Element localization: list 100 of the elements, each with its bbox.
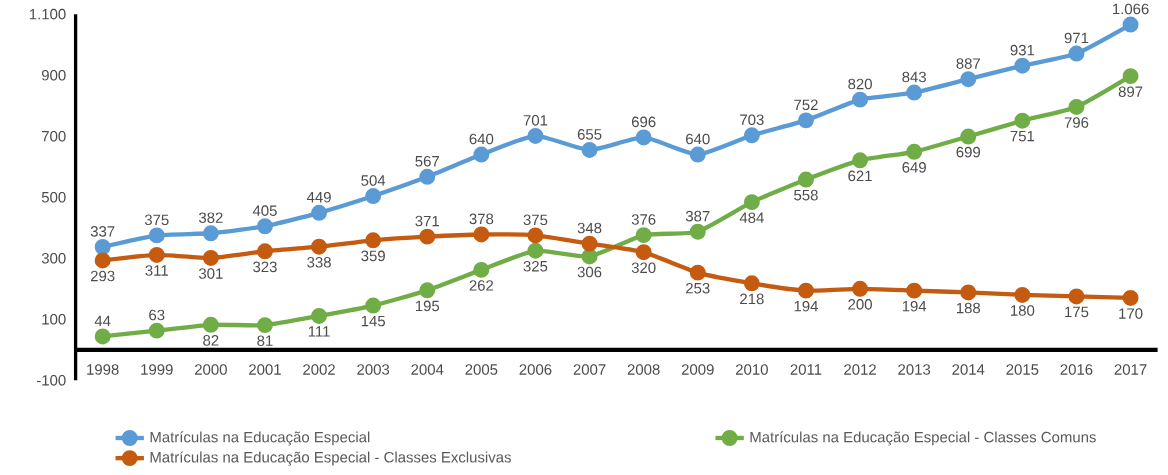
data-label: 359 — [361, 250, 385, 262]
point — [906, 282, 923, 299]
data-label: 621 — [848, 170, 872, 182]
data-label: 752 — [794, 99, 818, 111]
x-tick-label: 2006 — [519, 364, 552, 375]
point — [797, 282, 814, 299]
point — [581, 142, 598, 159]
data-label: 195 — [415, 300, 440, 312]
point — [202, 316, 219, 333]
point — [473, 146, 490, 163]
point — [311, 238, 328, 255]
point — [365, 297, 382, 314]
point — [1014, 57, 1031, 74]
data-label: 703 — [740, 114, 764, 126]
data-label: 293 — [90, 270, 115, 282]
data-label: 1.066 — [1113, 3, 1149, 15]
point — [743, 194, 760, 211]
data-label: 375 — [523, 214, 548, 226]
x-tick-label: 2010 — [735, 364, 768, 375]
point — [852, 152, 869, 169]
point — [581, 248, 598, 265]
x-tick-label: 2007 — [573, 364, 606, 375]
data-label: 111 — [308, 326, 330, 337]
data-label: 558 — [794, 189, 818, 201]
point — [256, 218, 273, 235]
data-label: 640 — [686, 133, 710, 145]
x-tick-label: 2013 — [898, 364, 931, 375]
point — [689, 223, 706, 240]
point — [743, 275, 760, 292]
x-tick-label: 2015 — [1006, 364, 1039, 375]
x-tick-label: 2011 — [790, 364, 822, 375]
point — [202, 225, 219, 242]
data-label: 897 — [1118, 86, 1143, 98]
data-label: 371 — [415, 215, 439, 227]
x-tick-label: 2005 — [465, 364, 498, 375]
data-label: 820 — [848, 78, 872, 90]
data-label: 175 — [1065, 306, 1089, 318]
point — [473, 261, 490, 278]
data-label: 320 — [631, 262, 656, 274]
y-tick-label: 100 — [42, 314, 66, 325]
data-label: 44 — [94, 315, 111, 327]
point — [148, 227, 165, 244]
point — [527, 227, 544, 244]
data-label: 188 — [956, 302, 981, 314]
data-label: 567 — [415, 156, 439, 167]
point — [1014, 287, 1031, 303]
data-label: 81 — [257, 335, 273, 347]
data-label: 387 — [685, 210, 710, 222]
point — [689, 146, 706, 163]
point — [94, 328, 111, 345]
point — [148, 322, 165, 339]
point — [635, 244, 652, 261]
y-tick-label: -100 — [36, 375, 66, 386]
data-label: 63 — [149, 309, 165, 321]
data-label: 301 — [198, 268, 223, 279]
data-label: 194 — [794, 301, 818, 312]
point — [148, 247, 165, 263]
x-tick-label: 2003 — [357, 364, 390, 375]
point — [797, 171, 814, 188]
data-label: 180 — [1011, 305, 1035, 316]
y-tick-label: 700 — [42, 131, 66, 142]
point — [1068, 99, 1085, 115]
point — [419, 168, 436, 185]
point — [527, 128, 544, 144]
point — [797, 112, 814, 129]
point — [365, 232, 382, 249]
x-tick-label: 2001 — [249, 364, 281, 375]
x-tick-label: 2002 — [303, 364, 335, 375]
point — [906, 143, 923, 160]
x-tick-label: 2012 — [844, 364, 876, 375]
legend-label: Matrículas na Educação Especial — [150, 431, 370, 446]
point — [1122, 290, 1139, 307]
data-label: 971 — [1064, 32, 1089, 44]
data-label: 649 — [902, 162, 926, 173]
x-tick-label: 2000 — [194, 364, 227, 375]
data-label: 306 — [577, 266, 602, 278]
point — [635, 227, 652, 244]
point — [581, 235, 598, 252]
point — [960, 128, 977, 145]
data-label: 218 — [740, 293, 764, 305]
point — [1014, 112, 1031, 129]
data-label: 378 — [469, 213, 494, 225]
point — [1122, 16, 1139, 33]
y-tick-label: 1.100 — [29, 8, 66, 20]
data-label: 796 — [1064, 117, 1089, 128]
data-label: 504 — [361, 175, 386, 186]
data-label: 194 — [902, 301, 927, 312]
data-label: 843 — [902, 71, 926, 83]
point — [527, 242, 544, 259]
data-label: 699 — [956, 146, 981, 158]
data-label: 253 — [686, 282, 710, 294]
data-label: 323 — [253, 261, 277, 273]
point — [1122, 68, 1139, 85]
point — [256, 243, 273, 260]
point — [256, 317, 273, 334]
y-tick-label: 300 — [41, 253, 66, 264]
legend-label: Matrículas na Educação Especial - Classes Comuns — [750, 431, 1096, 446]
data-label: 375 — [144, 214, 169, 226]
point — [1068, 45, 1085, 62]
y-tick-label: 900 — [41, 69, 66, 81]
